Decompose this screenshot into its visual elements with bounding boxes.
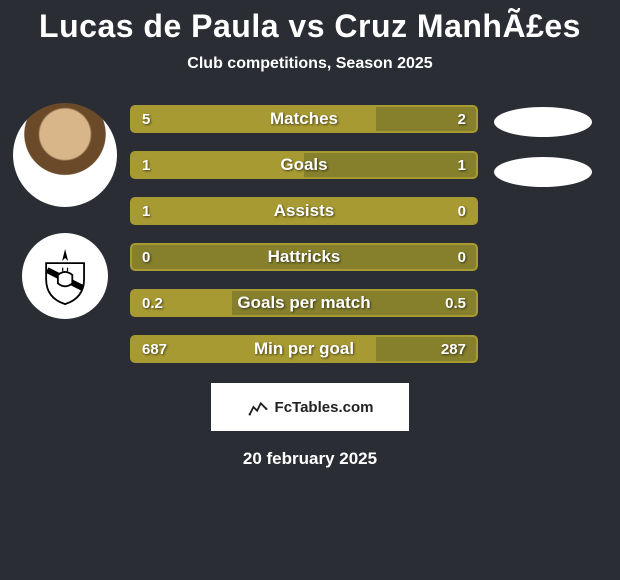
- bar-value-right: 0.5: [445, 291, 466, 315]
- right-column: [478, 101, 608, 187]
- bar-value-right: 0: [458, 199, 466, 223]
- stat-bar: 0Hattricks0: [130, 243, 478, 271]
- left-column: [0, 101, 130, 319]
- crest-icon: [35, 246, 95, 306]
- page-title: Lucas de Paula vs Cruz ManhÃ£es: [0, 8, 620, 45]
- bar-value-right: 287: [441, 337, 466, 361]
- stats-bars: 5Matches21Goals11Assists00Hattricks00.2G…: [130, 101, 478, 363]
- bar-value-right: 0: [458, 245, 466, 269]
- player-photo-left: [13, 103, 117, 207]
- player-ellipse-right: [494, 107, 592, 137]
- stat-bar: 1Goals1: [130, 151, 478, 179]
- fctables-logo-icon: [247, 396, 269, 418]
- stat-bar: 0.2Goals per match0.5: [130, 289, 478, 317]
- content-row: 5Matches21Goals11Assists00Hattricks00.2G…: [0, 101, 620, 363]
- bar-label: Assists: [132, 199, 476, 223]
- date-label: 20 february 2025: [0, 449, 620, 469]
- bar-label: Goals: [132, 153, 476, 177]
- bar-label: Hattricks: [132, 245, 476, 269]
- bar-label: Matches: [132, 107, 476, 131]
- comparison-card: Lucas de Paula vs Cruz ManhÃ£es Club com…: [0, 0, 620, 580]
- footer-badge: FcTables.com: [211, 383, 409, 431]
- club-logo-left: [22, 233, 108, 319]
- bar-label: Goals per match: [132, 291, 476, 315]
- player-ellipse-right: [494, 157, 592, 187]
- bar-value-right: 2: [458, 107, 466, 131]
- subtitle: Club competitions, Season 2025: [0, 55, 620, 73]
- stat-bar: 5Matches2: [130, 105, 478, 133]
- stat-bar: 1Assists0: [130, 197, 478, 225]
- stat-bar: 687Min per goal287: [130, 335, 478, 363]
- bar-value-right: 1: [458, 153, 466, 177]
- bar-label: Min per goal: [132, 337, 476, 361]
- footer-label: FcTables.com: [275, 399, 374, 416]
